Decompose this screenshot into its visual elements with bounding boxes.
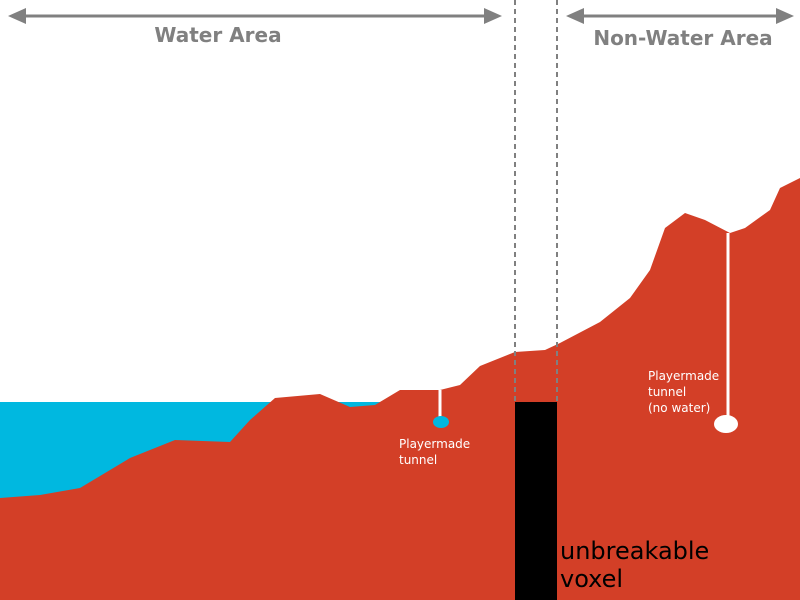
tunnel-dry	[714, 415, 738, 433]
text-line: (no water)	[648, 401, 710, 415]
heading: Water Area	[154, 23, 281, 47]
heading: Non-Water Area	[593, 26, 772, 50]
text-line: unbreakable	[560, 537, 709, 565]
tunnel-label: Playermade tunnel (no water)	[648, 369, 719, 415]
terrain	[0, 178, 800, 600]
text-line: voxel	[560, 565, 623, 593]
tunnel-water	[433, 416, 449, 428]
text-line: Playermade	[648, 369, 719, 383]
text-line: tunnel	[648, 385, 686, 399]
unbreakable-voxel	[515, 402, 557, 600]
voxel-label: unbreakable voxel	[560, 537, 709, 593]
arrows	[8, 8, 794, 24]
text-line: tunnel	[399, 453, 437, 467]
tunnel-label: Playermade tunnel	[399, 437, 470, 467]
text-line: Playermade	[399, 437, 470, 451]
